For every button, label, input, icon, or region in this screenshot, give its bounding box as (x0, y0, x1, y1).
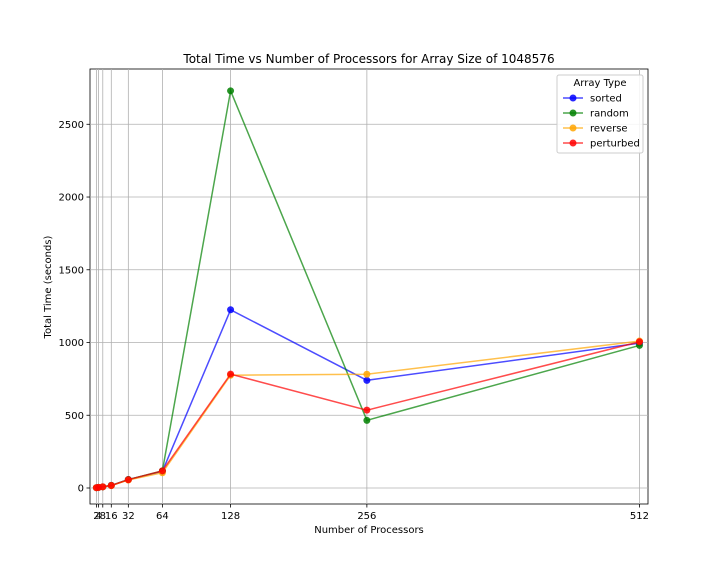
data-point-sorted (227, 306, 235, 314)
legend-box (556, 74, 644, 154)
x-tick-label: 32 (122, 511, 135, 522)
legend-marker-sorted (569, 94, 577, 102)
x-tick-label: 128 (221, 511, 240, 522)
legend-item-perturbed: perturbed (563, 139, 640, 150)
x-tick-label: 16 (105, 511, 118, 522)
x-tick-label: 256 (357, 511, 376, 522)
y-axis: 0 500 1000 1500 2000 2500 (59, 120, 90, 494)
legend-marker-random (569, 109, 577, 117)
data-point-random (363, 416, 371, 424)
y-tick-label: 1000 (59, 338, 84, 349)
data-point-perturbed (99, 483, 107, 491)
y-tick-label: 2500 (59, 120, 84, 131)
legend: Array Type sorted random reverse perturbed (556, 74, 644, 154)
data-point-perturbed (363, 406, 371, 414)
data-point-perturbed (158, 467, 166, 475)
y-tick-label: 1500 (59, 265, 84, 276)
x-axis-label: Number of Processors (314, 525, 424, 536)
chart-title: Total Time vs Number of Processors for A… (182, 52, 554, 66)
legend-marker-perturbed (569, 139, 577, 147)
plot-frame (89, 68, 649, 505)
legend-label-sorted: sorted (590, 94, 622, 105)
data-point-perturbed (635, 338, 643, 346)
legend-item-random: random (563, 109, 629, 120)
x-tick-label: 512 (630, 511, 649, 522)
series-layer (92, 87, 643, 492)
legend-item-sorted: sorted (563, 94, 622, 105)
y-axis-label: Total Time (seconds) (43, 235, 54, 339)
x-tick-label: 8 (100, 511, 106, 522)
x-tick-label: 64 (156, 511, 169, 522)
data-point-random (227, 87, 235, 95)
data-point-sorted (363, 376, 371, 384)
legend-items: sorted random reverse perturbed (563, 94, 640, 150)
data-point-perturbed (107, 482, 115, 490)
y-tick-label: 0 (78, 483, 84, 494)
legend-title: Array Type (573, 78, 626, 89)
data-point-perturbed (124, 476, 132, 484)
legend-marker-reverse (569, 124, 577, 132)
legend-label-reverse: reverse (590, 124, 628, 135)
series-perturbed (92, 338, 643, 492)
legend-item-reverse: reverse (563, 124, 628, 135)
data-point-perturbed (227, 370, 235, 378)
x-tick-label: 2 (93, 511, 99, 522)
legend-label-perturbed: perturbed (590, 139, 640, 150)
data-point-reverse (363, 370, 371, 378)
legend-label-random: random (590, 109, 629, 120)
y-tick-label: 500 (65, 411, 84, 422)
y-tick-label: 2000 (59, 193, 84, 204)
x-tick-label: 4 (95, 511, 101, 522)
